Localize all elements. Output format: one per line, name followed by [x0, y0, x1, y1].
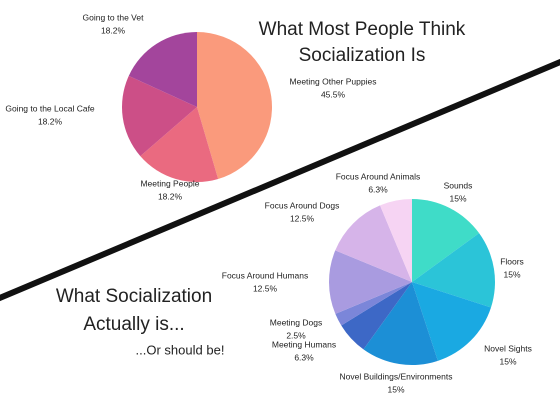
pie-slice — [341, 282, 412, 350]
slice-label: Going to the Vet — [83, 12, 145, 22]
slice-label: Meeting Dogs — [270, 317, 322, 327]
slice-value-label: 12.5% — [253, 283, 278, 293]
slice-label: Sounds — [444, 180, 473, 190]
slice-value-label: 15% — [449, 193, 466, 203]
slice-value-label: 6.3% — [368, 184, 388, 194]
pie-slice — [412, 199, 480, 282]
slice-value-label: 18.2% — [158, 191, 183, 201]
pie-slice — [335, 282, 412, 326]
chart-title: What Socialization — [56, 286, 212, 307]
pie-slice — [363, 282, 438, 365]
slice-label: Novel Buildings/Environments — [340, 371, 453, 381]
slice-label: Meeting People — [140, 178, 199, 188]
chart-subtitle: ...Or should be! — [136, 342, 225, 357]
slice-label: Going to the Local Cafe — [5, 103, 95, 113]
pie-slice — [412, 282, 491, 361]
pie-slice — [140, 107, 219, 182]
pie-slice — [335, 205, 412, 282]
slice-label: Meeting Humans — [272, 339, 336, 349]
pie-slice — [122, 75, 197, 157]
slice-value-label: 12.5% — [290, 213, 315, 223]
slice-value-label: 6.3% — [294, 352, 314, 362]
slice-label: Novel Sights — [484, 343, 532, 353]
pie-slice — [128, 32, 197, 107]
slice-label: Floors — [500, 256, 524, 266]
slice-value-label: 45.5% — [321, 89, 346, 99]
divider-line — [0, 58, 560, 302]
pie-slice — [328, 250, 412, 314]
slice-value-label: 18.2% — [101, 25, 126, 35]
chart-title: Socialization Is — [299, 45, 426, 66]
slice-label: Meeting Other Puppies — [290, 76, 377, 86]
slice-label: Focus Around Humans — [222, 270, 308, 280]
slice-value-label: 15% — [499, 356, 516, 366]
chart-title: Actually is... — [83, 314, 184, 335]
slice-value-label: 15% — [503, 269, 520, 279]
chart-title: What Most People Think — [259, 19, 466, 40]
slice-value-label: 18.2% — [38, 116, 63, 126]
pie-slice — [412, 233, 496, 308]
slice-value-label: 15% — [387, 384, 404, 394]
slice-label: Focus Around Dogs — [265, 200, 340, 210]
pie-slice — [197, 32, 272, 179]
pie-slice — [380, 199, 412, 282]
slice-label: Focus Around Animals — [336, 171, 421, 181]
slice-value-label: 2.5% — [286, 330, 306, 340]
